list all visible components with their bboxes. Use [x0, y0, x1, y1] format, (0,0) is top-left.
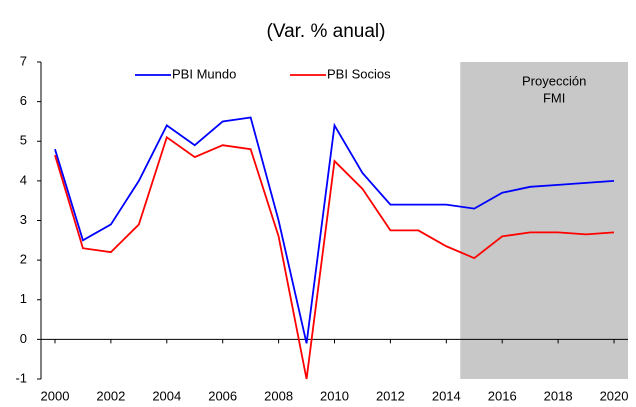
x-tick-label: 2002: [96, 388, 125, 403]
y-tick-label: 3: [20, 212, 27, 227]
x-tick-label: 2014: [432, 388, 461, 403]
y-tick-label: 7: [20, 53, 27, 68]
x-tick-label: 2016: [488, 388, 517, 403]
projection-label: FMI: [543, 90, 565, 105]
x-tick-label: 2012: [376, 388, 405, 403]
data-line: [54, 116, 615, 344]
y-tick-label: 5: [20, 133, 27, 148]
data-line: [54, 135, 615, 380]
y-tick-label: -1: [15, 370, 27, 385]
projection-region: [460, 62, 628, 379]
y-tick-label: 1: [20, 291, 27, 306]
x-tick-label: 2004: [152, 388, 181, 403]
projection-label: Proyección: [522, 73, 586, 88]
x-tick-label: 2006: [208, 388, 237, 403]
y-tick-label: 6: [20, 93, 27, 108]
legend-label: PBI Socios: [327, 66, 391, 81]
chart-title: (Var. % anual): [267, 21, 386, 42]
x-tick-label: 2000: [41, 388, 70, 403]
x-tick-label: 2018: [544, 388, 573, 403]
legend-label: PBI Mundo: [172, 66, 236, 81]
x-tick-label: 2020: [600, 388, 629, 403]
x-tick-label: 2008: [264, 388, 293, 403]
y-tick-label: 2: [20, 252, 27, 267]
x-tick-label: 2010: [320, 388, 349, 403]
y-tick-label: 4: [20, 172, 27, 187]
y-tick-label: 0: [20, 331, 27, 346]
